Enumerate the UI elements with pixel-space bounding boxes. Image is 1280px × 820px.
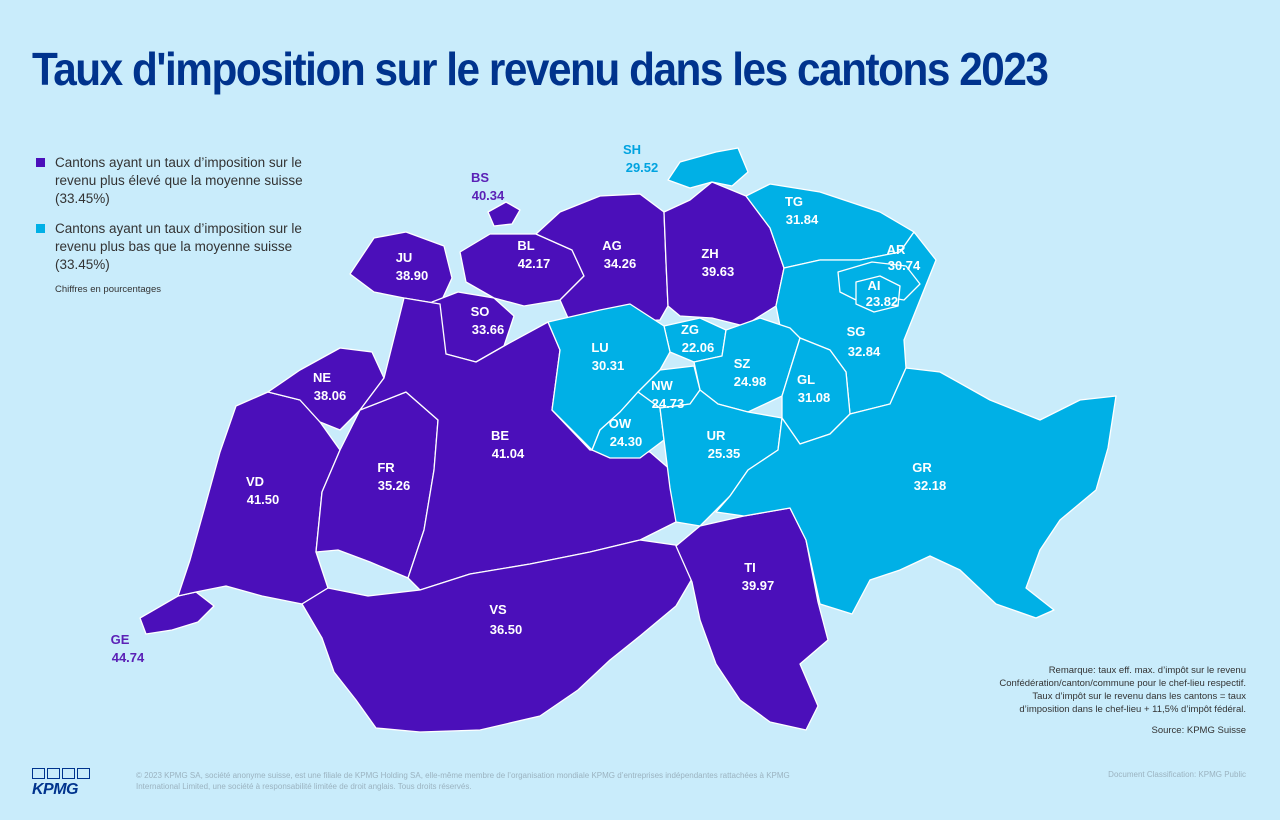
kpmg-logo-text: KPMG (32, 781, 79, 798)
label-value-sh: 29.52 (626, 160, 659, 175)
label-code-sg: SG (847, 324, 866, 339)
canton-shape-ge (139, 591, 215, 635)
label-value-be: 41.04 (492, 446, 525, 461)
label-value-ur: 25.35 (708, 446, 741, 461)
label-value-ju: 38.90 (396, 268, 429, 283)
label-code-ow: OW (609, 416, 632, 431)
remark-line-3: Taux d’impôt sur le revenu dans les cant… (1032, 691, 1246, 702)
label-code-bl: BL (517, 238, 534, 253)
label-code-bs: BS (471, 170, 489, 185)
label-value-so: 33.66 (472, 322, 505, 337)
label-code-zg: ZG (681, 322, 699, 337)
label-code-ai: AI (868, 278, 881, 293)
label-code-ti: TI (744, 560, 756, 575)
label-value-bs: 40.34 (472, 188, 505, 203)
legend-swatch-below (36, 224, 45, 233)
canton-shape-sh (667, 147, 749, 189)
label-code-gl: GL (797, 372, 815, 387)
label-code-ar: AR (887, 242, 906, 257)
legend-label-above: Cantons ayant un taux d’imposition sur l… (55, 155, 303, 206)
label-value-ai: 23.82 (866, 294, 899, 309)
legend-label-below: Cantons ayant un taux d’imposition sur l… (55, 221, 302, 272)
legend-item-below: Cantons ayant un taux d’imposition sur l… (36, 220, 306, 274)
label-value-bl: 42.17 (518, 256, 551, 271)
remark-note: Remarque: taux eff. max. d’impôt sur le … (916, 664, 1246, 737)
legend-note: Chiffres en pourcentages (55, 284, 161, 295)
remark-line-4: d’imposition dans le chef-lieu + 11,5% d… (1019, 704, 1246, 715)
label-code-ge: GE (111, 632, 130, 647)
document-classification: Document Classification: KPMG Public (1108, 770, 1246, 779)
source-text: Source: KPMG Suisse (1151, 725, 1246, 736)
label-code-nw: NW (651, 378, 673, 393)
label-code-ne: NE (313, 370, 331, 385)
canton-shape-ju (349, 231, 453, 305)
label-value-sg: 32.84 (848, 344, 881, 359)
label-code-ju: JU (396, 250, 413, 265)
label-code-sz: SZ (734, 356, 751, 371)
label-value-zg: 22.06 (682, 340, 715, 355)
label-code-sh: SH (623, 142, 641, 157)
copyright-text: © 2023 KPMG SA, société anonyme suisse, … (136, 771, 790, 791)
label-value-ow: 24.30 (610, 434, 643, 449)
canton-shape-gr (715, 367, 1117, 619)
label-value-tg: 31.84 (786, 212, 819, 227)
legend-item-above: Cantons ayant un taux d’imposition sur l… (36, 154, 306, 208)
page-title: Taux d'imposition sur le revenu dans les… (32, 43, 1049, 95)
legend: Cantons ayant un taux d’imposition sur l… (36, 154, 306, 295)
canton-shape-ag (535, 193, 669, 323)
label-code-ag: AG (602, 238, 622, 253)
canton-shape-bs (487, 201, 521, 227)
canton-shape-vs (301, 539, 697, 733)
label-value-ti: 39.97 (742, 578, 775, 593)
label-value-lu: 30.31 (592, 358, 625, 373)
label-code-vd: VD (246, 474, 264, 489)
label-value-zh: 39.63 (702, 264, 735, 279)
label-value-gl: 31.08 (798, 390, 831, 405)
label-value-ag: 34.26 (604, 256, 637, 271)
label-value-fr: 35.26 (378, 478, 411, 493)
kpmg-logo: KPMG (32, 768, 94, 799)
label-value-vs: 36.50 (490, 622, 523, 637)
label-value-nw: 24.73 (652, 396, 685, 411)
label-code-fr: FR (377, 460, 395, 475)
canton-shape-ti (675, 507, 829, 731)
label-code-tg: TG (785, 194, 803, 209)
label-code-vs: VS (489, 602, 507, 617)
remark-line-2: Confédération/canton/commune pour le che… (999, 678, 1246, 689)
kpmg-logo-boxes (32, 768, 94, 779)
label-value-gr: 32.18 (914, 478, 947, 493)
legend-swatch-above (36, 158, 45, 167)
label-code-zh: ZH (701, 246, 718, 261)
label-value-ne: 38.06 (314, 388, 347, 403)
remark-line-1: Remarque: taux eff. max. d’impôt sur le … (1048, 665, 1246, 676)
canton-shape-ai (855, 275, 901, 313)
label-code-so: SO (471, 304, 490, 319)
label-code-ur: UR (707, 428, 726, 443)
label-value-vd: 41.50 (247, 492, 280, 507)
label-value-ge: 44.74 (112, 650, 145, 665)
label-value-sz: 24.98 (734, 374, 767, 389)
label-code-lu: LU (591, 340, 608, 355)
label-value-ar: 30.74 (888, 258, 921, 273)
label-code-be: BE (491, 428, 509, 443)
label-code-gr: GR (912, 460, 932, 475)
